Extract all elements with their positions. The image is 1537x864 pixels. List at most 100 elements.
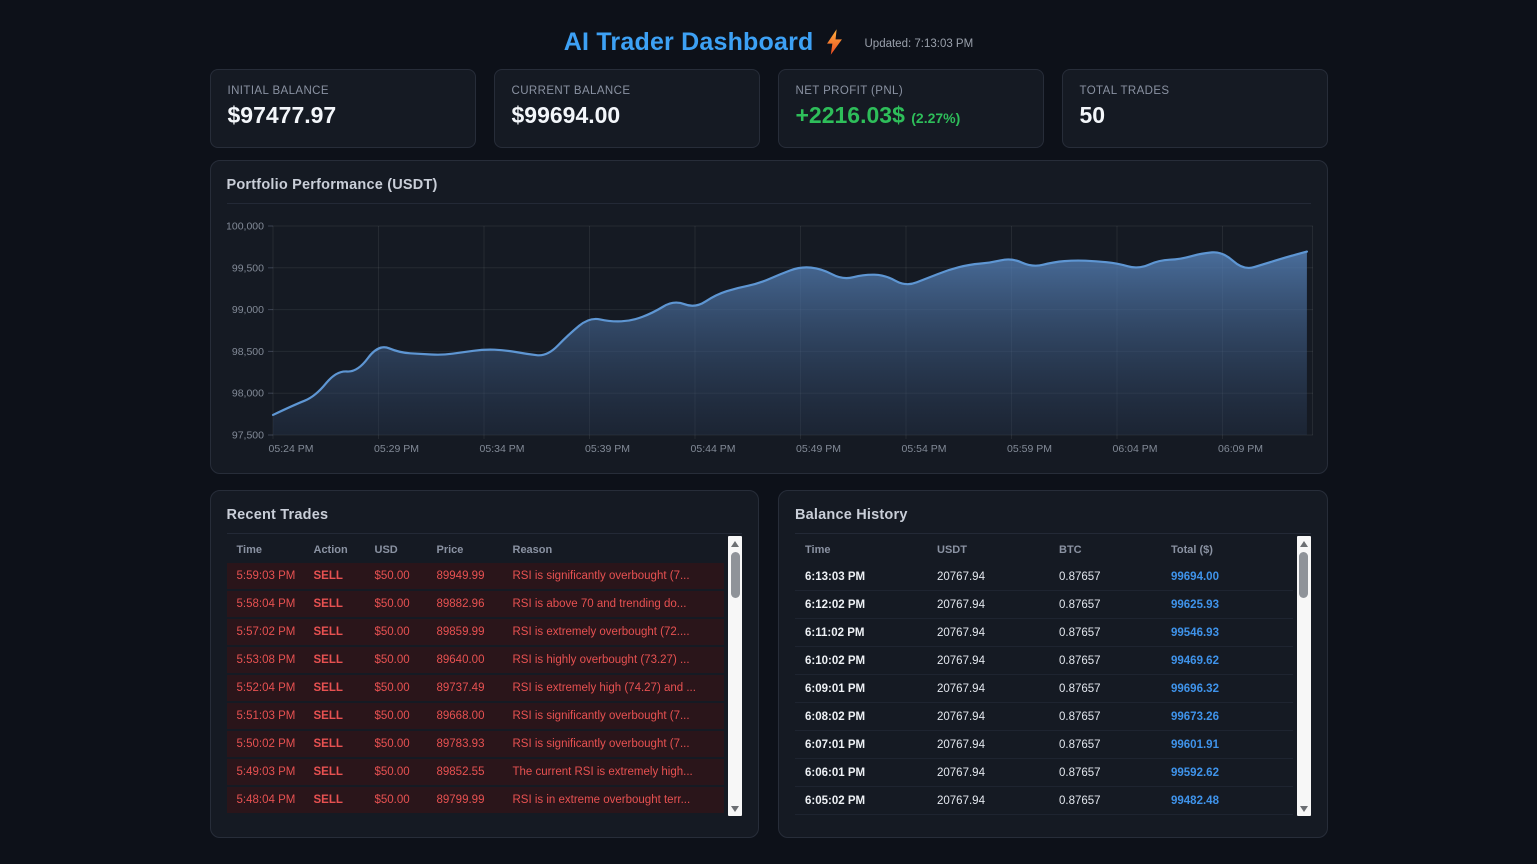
- divider: [795, 533, 1311, 534]
- balance-history-table: Time USDT BTC Total ($) 6:13:03 PM 20767.94 0.…: [795, 536, 1293, 815]
- scrollbar-down-arrow-icon[interactable]: [1297, 801, 1311, 816]
- table-cell: 6:07:01 PM: [805, 738, 866, 751]
- svg-text:05:39 PM: 05:39 PM: [585, 443, 630, 455]
- recent-trades-scrollbar[interactable]: [728, 536, 742, 816]
- recent-trades-table-wrap: Time Action USD Price Reason 5:59:03 PM SELL $5…: [226, 536, 742, 816]
- table-cell: 89640.00: [436, 654, 485, 666]
- table-row: 5:57:02 PM SELL $50.00 89859.99 RSI is extre…: [226, 619, 724, 647]
- table-row: 6:13:03 PM 20767.94 0.87657 99694.00: [795, 563, 1293, 591]
- table-cell: 20767.94: [937, 626, 985, 639]
- stat-cards: INITIAL BALANCE $97477.97 CURRENT BALANC…: [209, 69, 1328, 148]
- svg-text:05:49 PM: 05:49 PM: [796, 443, 841, 455]
- svg-text:05:29 PM: 05:29 PM: [374, 443, 419, 455]
- column-header-time: Time: [805, 543, 831, 556]
- table-cell: 89949.99: [436, 570, 485, 582]
- panel-title: Recent Trades: [226, 507, 329, 523]
- table-cell: RSI is significantly overbought (7...: [512, 570, 690, 582]
- table-cell: 0.87657: [1059, 598, 1101, 611]
- balance-history-scrollbar[interactable]: [1296, 536, 1311, 816]
- column-header-usd: USD: [374, 543, 398, 556]
- stat-label: CURRENT BALANCE: [511, 85, 631, 97]
- stat-value: $97477.97: [227, 102, 337, 128]
- column-header-total-: Total ($): [1171, 543, 1213, 556]
- table-row: 5:50:02 PM SELL $50.00 89783.93 RSI is signi…: [226, 731, 724, 759]
- table-cell: 99592.62: [1171, 766, 1219, 779]
- table-cell: 0.87657: [1059, 710, 1101, 723]
- stat-card-total-trades: TOTAL TRADES 50: [1061, 69, 1328, 148]
- svg-text:05:24 PM: 05:24 PM: [268, 443, 313, 455]
- table-cell: 20767.94: [937, 766, 985, 779]
- table-cell: 6:11:02 PM: [805, 626, 865, 639]
- panel-title: Balance History: [795, 507, 908, 523]
- stat-value: $99694.00: [511, 102, 621, 128]
- table-cell: 0.87657: [1059, 682, 1101, 695]
- table-row: 6:09:01 PM 20767.94 0.87657 99696.32: [795, 675, 1293, 703]
- table-cell: $50.00: [374, 654, 410, 666]
- portfolio-chart: 97,500 98,000 98,500 99,000 99,500 100,000 05:…: [227, 221, 1313, 455]
- table-header-row: Time USDT BTC Total ($): [795, 536, 1293, 563]
- table-row: 5:51:03 PM SELL $50.00 89668.00 RSI is signi…: [226, 703, 724, 731]
- table-cell: 0.87657: [1059, 794, 1101, 807]
- stat-label: NET PROFIT (PNL): [795, 85, 904, 97]
- table-cell: 99696.32: [1171, 682, 1219, 695]
- table-cell: 5:57:02 PM: [236, 626, 296, 638]
- table-cell: 6:09:01 PM: [805, 682, 866, 695]
- table-cell: RSI is significantly overbought (7...: [512, 738, 690, 750]
- table-cell: RSI is above 70 and trending do...: [512, 598, 687, 610]
- table-cell: 20767.94: [937, 794, 985, 807]
- scrollbar-thumb[interactable]: [1299, 552, 1308, 598]
- scrollbar-up-arrow-icon[interactable]: [1297, 536, 1311, 551]
- balance-history-panel: Balance History Time USDT BTC Total ($) 6:13…: [778, 490, 1328, 838]
- table-cell: 0.87657: [1059, 570, 1101, 583]
- table-cell: 0.87657: [1059, 738, 1101, 751]
- scrollbar-down-arrow-icon[interactable]: [728, 801, 742, 816]
- lightning-bolt-icon: [826, 29, 842, 55]
- stat-card-initial-balance: INITIAL BALANCE $97477.97: [209, 69, 476, 148]
- recent-trades-table: Time Action USD Price Reason 5:59:03 PM SELL $5…: [226, 536, 725, 815]
- divider: [226, 533, 742, 534]
- table-cell: 0.87657: [1059, 766, 1101, 779]
- table-cell: 20767.94: [937, 682, 985, 695]
- scrollbar-thumb[interactable]: [730, 552, 740, 598]
- table-cell: 89859.99: [436, 626, 485, 638]
- table-cell: 5:48:04 PM: [236, 794, 296, 806]
- table-cell: 6:10:02 PM: [805, 654, 866, 667]
- pnl-percent: (2.27%): [911, 110, 961, 126]
- svg-text:99,000: 99,000: [231, 304, 263, 316]
- table-row: 6:10:02 PM 20767.94 0.87657 99469.62: [795, 647, 1293, 675]
- table-cell: 89783.93: [436, 738, 485, 750]
- table-row: 6:06:01 PM 20767.94 0.87657 99592.62: [795, 759, 1293, 787]
- column-header-time: Time: [236, 543, 262, 556]
- table-cell: 0.87657: [1059, 654, 1101, 667]
- svg-text:98,000: 98,000: [231, 388, 263, 400]
- table-cell: 20767.94: [937, 598, 985, 611]
- table-cell: 99673.26: [1171, 710, 1219, 723]
- table-cell: 6:13:03 PM: [805, 570, 866, 583]
- table-row: 5:48:04 PM SELL $50.00 89799.99 RSI is in ex…: [226, 787, 724, 815]
- table-header-row: Time Action USD Price Reason: [227, 536, 725, 563]
- table-cell: SELL: [313, 710, 343, 722]
- table-row: 5:49:03 PM SELL $50.00 89852.55 The current …: [226, 759, 724, 787]
- scrollbar-up-arrow-icon[interactable]: [728, 536, 742, 551]
- table-cell: $50.00: [374, 766, 410, 778]
- table-cell: $50.00: [374, 598, 410, 610]
- svg-text:05:34 PM: 05:34 PM: [479, 443, 524, 455]
- svg-text:97,500: 97,500: [231, 430, 263, 442]
- stat-card-current-balance: CURRENT BALANCE $99694.00: [493, 69, 760, 148]
- recent-trades-panel: Recent Trades Time Action USD Price Reason 5:…: [209, 490, 759, 838]
- svg-text:06:09 PM: 06:09 PM: [1218, 443, 1263, 455]
- table-row: 6:08:02 PM 20767.94 0.87657 99673.26: [795, 703, 1293, 731]
- column-header-reason: Reason: [512, 543, 553, 556]
- table-cell: 5:53:08 PM: [236, 654, 296, 666]
- table-cell: RSI is in extreme overbought terr...: [512, 794, 691, 806]
- table-cell: RSI is highly overbought (73.27) ...: [512, 654, 690, 666]
- updated-timestamp: Updated: 7:13:03 PM: [864, 37, 974, 50]
- balance-history-table-wrap: Time USDT BTC Total ($) 6:13:03 PM 20767.94 0.…: [795, 536, 1311, 816]
- svg-text:99,500: 99,500: [231, 262, 263, 274]
- table-cell: 20767.94: [937, 570, 985, 583]
- table-cell: 6:05:02 PM: [805, 794, 866, 807]
- table-row: 6:07:01 PM 20767.94 0.87657 99601.91: [795, 731, 1293, 759]
- table-cell: SELL: [313, 766, 343, 778]
- portfolio-performance-panel: Portfolio Performance (USDT) 97,500 98,00…: [209, 160, 1328, 474]
- table-cell: SELL: [313, 794, 343, 806]
